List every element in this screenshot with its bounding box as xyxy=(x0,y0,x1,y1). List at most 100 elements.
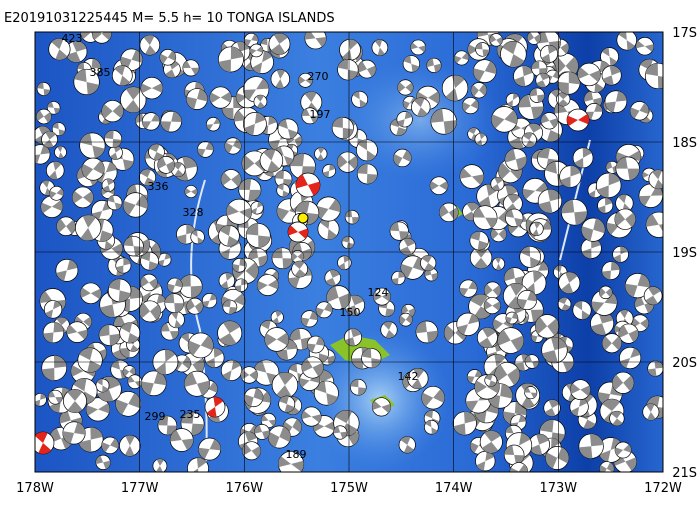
focal-mechanism xyxy=(441,74,469,102)
focal-mechanism xyxy=(47,389,63,405)
quadrant xyxy=(273,33,288,44)
focal-mechanism xyxy=(614,208,636,230)
quadrant xyxy=(522,65,534,77)
focal-mechanism xyxy=(351,90,369,108)
quadrant xyxy=(49,190,57,199)
quadrant xyxy=(337,154,348,169)
quadrant xyxy=(361,348,372,359)
quadrant xyxy=(99,230,113,242)
quadrant xyxy=(276,349,289,361)
focal-mechanism xyxy=(357,59,377,79)
focal-mechanism xyxy=(184,185,198,199)
quadrant xyxy=(305,76,313,85)
quadrant xyxy=(234,110,247,122)
quadrant xyxy=(38,443,52,454)
quadrant xyxy=(491,114,505,129)
quadrant xyxy=(482,49,490,57)
quadrant xyxy=(594,103,603,112)
focal-mechanism xyxy=(577,62,601,87)
quadrant xyxy=(156,458,164,466)
quadrant xyxy=(221,172,232,186)
quadrant xyxy=(326,286,339,303)
quadrant xyxy=(67,400,83,413)
quadrant xyxy=(615,447,624,456)
focal-mechanism xyxy=(54,145,67,159)
quadrant xyxy=(411,63,420,73)
quadrant xyxy=(373,291,382,301)
quadrant xyxy=(287,405,300,415)
quadrant xyxy=(279,396,289,405)
focal-mechanism xyxy=(601,333,622,354)
quadrant xyxy=(288,276,301,289)
quadrant xyxy=(459,168,472,179)
quadrant xyxy=(574,301,583,311)
quadrant xyxy=(282,190,289,197)
focal-mechanism xyxy=(572,300,592,320)
quadrant xyxy=(45,309,54,319)
quadrant xyxy=(630,348,641,358)
quadrant xyxy=(213,118,221,125)
quadrant xyxy=(518,415,527,423)
quadrant xyxy=(408,308,415,317)
quadrant xyxy=(611,411,622,419)
quadrant xyxy=(276,332,289,346)
quadrant xyxy=(244,39,252,47)
quadrant xyxy=(222,107,234,120)
quadrant xyxy=(251,34,259,42)
quadrant xyxy=(548,399,560,409)
quadrant xyxy=(495,257,501,264)
quadrant xyxy=(531,335,538,343)
focal-mechanism xyxy=(407,368,429,390)
quadrant xyxy=(174,303,184,313)
focal-mechanism xyxy=(475,42,490,57)
focal-mechanism xyxy=(472,205,498,230)
quadrant xyxy=(82,191,94,204)
focal-mechanism xyxy=(472,59,497,83)
quadrant xyxy=(231,360,241,371)
focal-mechanism xyxy=(505,208,524,228)
quadrant xyxy=(248,248,259,261)
quadrant xyxy=(605,288,613,298)
quadrant xyxy=(467,44,479,55)
quadrant xyxy=(415,321,427,334)
quadrant xyxy=(347,155,358,170)
quadrant xyxy=(316,307,325,317)
quadrant xyxy=(256,78,269,90)
quadrant xyxy=(338,262,346,270)
quadrant xyxy=(358,139,368,151)
focal-mechanism xyxy=(287,221,309,243)
quadrant xyxy=(37,82,44,89)
focal-mechanism xyxy=(476,327,498,349)
quadrant xyxy=(401,305,409,314)
quadrant xyxy=(630,107,640,119)
event-label: 328 xyxy=(183,206,204,219)
quadrant xyxy=(343,255,351,263)
focal-mechanism xyxy=(373,287,391,306)
focal-mechanism xyxy=(56,216,76,236)
focal-mechanism xyxy=(141,370,167,397)
quadrant xyxy=(332,117,343,128)
quadrant xyxy=(657,75,663,89)
focal-mechanism xyxy=(75,214,102,241)
quadrant xyxy=(242,443,252,456)
lon-label: 175W xyxy=(330,481,368,496)
focal-mechanism xyxy=(543,399,561,417)
quadrant xyxy=(184,372,197,387)
focal-mechanism xyxy=(317,218,340,241)
quadrant xyxy=(520,246,531,257)
focal-mechanism xyxy=(624,273,651,299)
focal-mechanism xyxy=(43,300,63,319)
quadrant xyxy=(601,270,611,280)
focal-mechanism xyxy=(104,130,123,149)
quadrant xyxy=(176,234,187,245)
quadrant xyxy=(561,199,575,214)
quadrant xyxy=(410,42,419,50)
quadrant xyxy=(293,261,305,270)
quadrant xyxy=(272,317,279,324)
quadrant xyxy=(40,145,50,155)
focal-mechanism xyxy=(601,261,621,280)
quadrant xyxy=(261,414,269,422)
focal-mechanism xyxy=(504,148,528,171)
focal-mechanism xyxy=(182,59,200,77)
quadrant xyxy=(53,322,64,333)
